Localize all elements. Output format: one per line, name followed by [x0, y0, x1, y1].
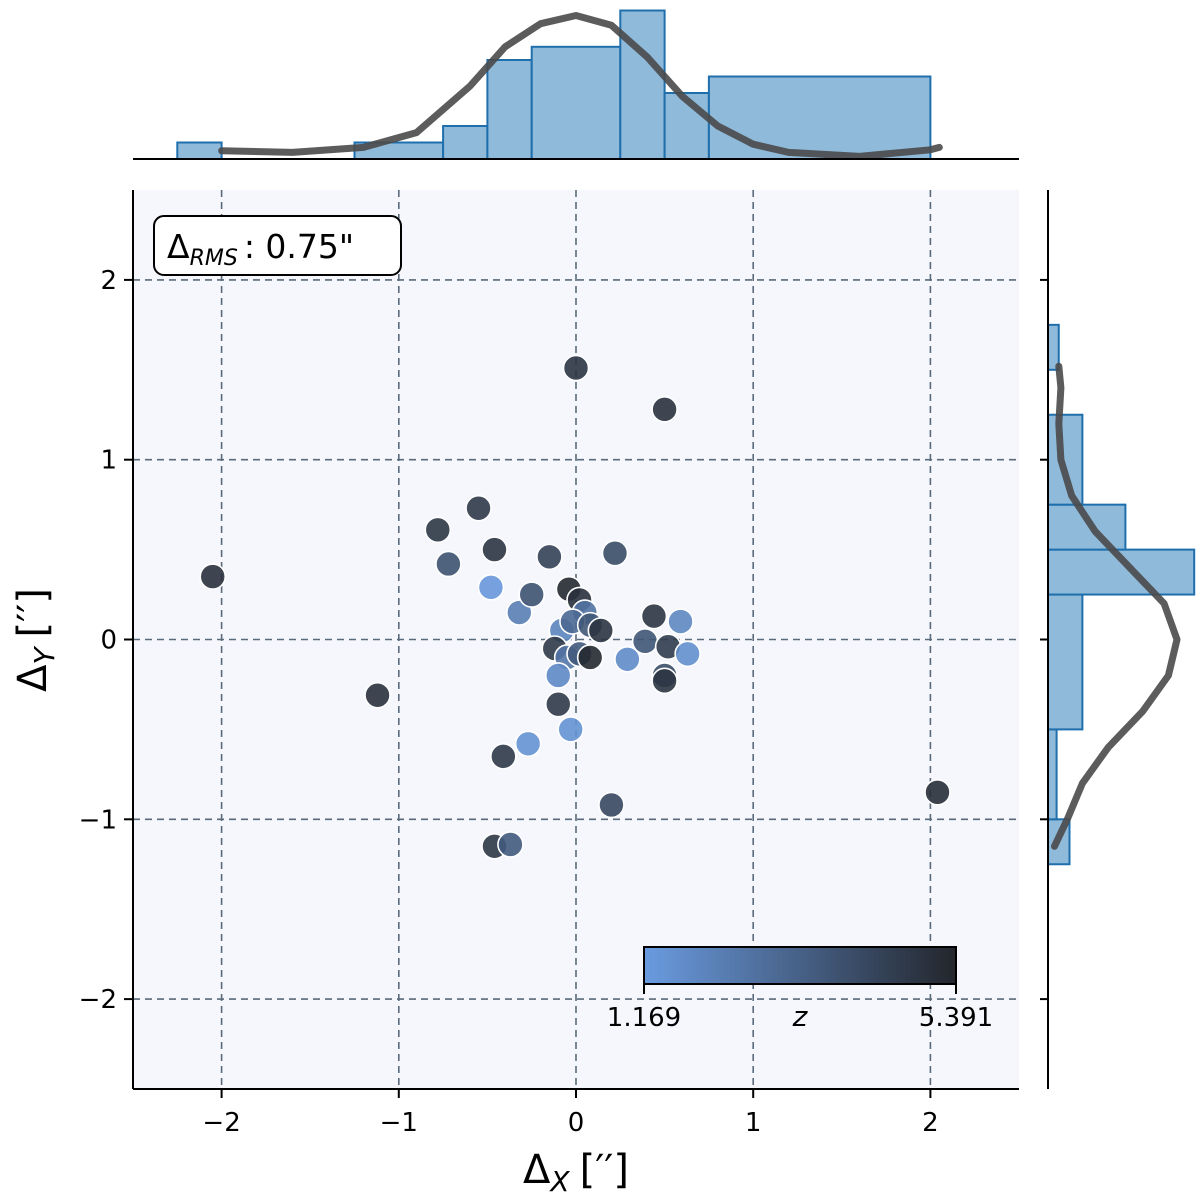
- y-histogram-bar: [1047, 413, 1084, 506]
- x-histogram-bar: [530, 45, 622, 160]
- scatter-point: [490, 743, 517, 770]
- y-histogram-bar: [1047, 728, 1058, 821]
- y-ticks: −2 −1 0 1 2: [79, 266, 133, 1015]
- scatter-point: [640, 602, 668, 630]
- x-tick-label: 1: [745, 1108, 762, 1138]
- scatter-point: [576, 644, 604, 671]
- x-tick-label: −2: [202, 1108, 240, 1138]
- y-marginal-ticks: [1040, 278, 1048, 1001]
- scatter-point: [465, 494, 492, 522]
- x-tick-label: −1: [380, 1108, 418, 1138]
- scatter-point: [651, 667, 678, 695]
- rms-annotation: ΔRMS: 0.75": [153, 215, 402, 276]
- scatter-point: [651, 396, 678, 423]
- scatter-point: [562, 354, 590, 382]
- colorbar-title: z: [792, 1000, 809, 1033]
- colorbar-gradient: [643, 946, 957, 985]
- y-tick-label: −1: [79, 805, 117, 835]
- grid-lines: [133, 190, 1019, 1089]
- scatter-point: [587, 617, 615, 644]
- y-marginal-histogram: [1047, 323, 1196, 866]
- x-histogram-bar: [619, 9, 666, 160]
- colorbar: 1.169 z 5.391: [607, 946, 993, 1033]
- scatter-point: [518, 581, 546, 608]
- scatter-point: [514, 730, 542, 758]
- scatter-point: [544, 690, 572, 718]
- x-tick-label: 2: [922, 1108, 939, 1138]
- x-marginal-histogram: [176, 9, 932, 160]
- x-histogram-bar: [707, 75, 932, 160]
- y-tick-label: −2: [79, 985, 117, 1015]
- y-tick-label: 0: [100, 626, 117, 656]
- scatter-point: [598, 791, 625, 819]
- x-histogram-bar: [176, 141, 223, 160]
- scatter-point: [601, 539, 629, 567]
- scatter-point: [497, 831, 524, 858]
- y-histogram-bar: [1047, 323, 1060, 371]
- scatter-point: [614, 645, 641, 673]
- scatter-point: [199, 563, 227, 590]
- x-tick-label: 0: [568, 1108, 585, 1138]
- scatter-point: [557, 716, 584, 743]
- x-histogram-bar: [442, 125, 489, 160]
- colorbar-max-label: 5.391: [919, 1003, 993, 1033]
- scatter-point: [477, 574, 505, 601]
- y-tick-label: 1: [100, 446, 117, 476]
- scatter-point: [544, 662, 572, 689]
- scatter-point: [674, 640, 701, 668]
- scatter-point: [364, 681, 391, 709]
- scatter-point: [667, 608, 694, 635]
- scatter-point: [924, 779, 951, 806]
- x-histogram-bar: [486, 59, 533, 160]
- x-axis-label: ΔX [′′]: [523, 1147, 629, 1198]
- x-ticks: −2 −1 0 1 2: [202, 1089, 939, 1138]
- scatter-point: [435, 550, 462, 578]
- x-marginal-kde-curve: [218, 12, 943, 160]
- y-histogram-bar: [1047, 503, 1127, 551]
- y-tick-label: 2: [100, 266, 117, 296]
- y-marginal-kde-curve: [1051, 362, 1181, 850]
- y-histogram-bar: [1047, 593, 1084, 731]
- scatter-points: [199, 354, 951, 860]
- scatter-point: [481, 536, 508, 563]
- svg-text:ΔRMS: 0.75": ΔRMS: 0.75": [167, 227, 354, 271]
- y-axis-label: ΔY[′′]: [10, 588, 61, 692]
- scatter-point: [631, 627, 659, 655]
- scatter-point: [424, 516, 452, 544]
- scatter-point: [536, 543, 563, 571]
- colorbar-min-label: 1.169: [607, 1003, 681, 1033]
